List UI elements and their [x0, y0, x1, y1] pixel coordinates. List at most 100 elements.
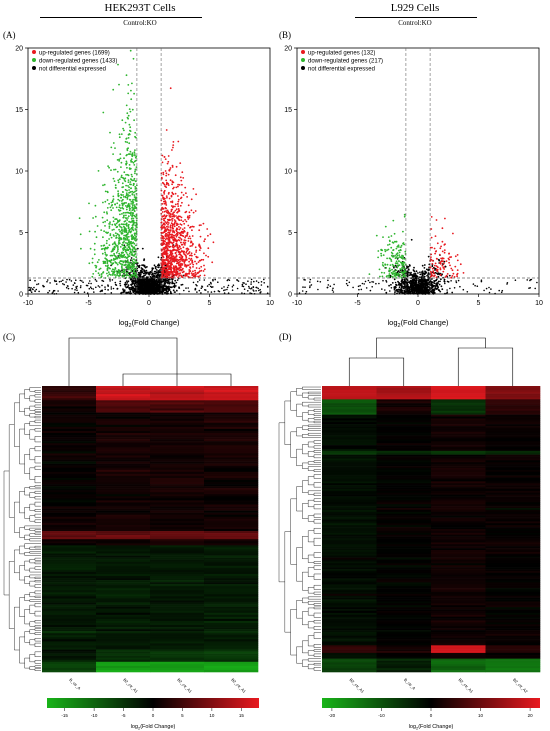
ns-point [200, 292, 202, 294]
dendrogram-branch [34, 456, 41, 464]
down-point [126, 153, 128, 156]
down-point [399, 246, 402, 249]
ns-point [150, 282, 153, 285]
up-point [165, 204, 168, 206]
down-point [106, 260, 109, 263]
ns-point [137, 288, 139, 291]
up-point [171, 252, 174, 255]
ns-point [371, 286, 373, 288]
up-point [162, 255, 164, 258]
down-point [391, 263, 394, 266]
ns-point [435, 279, 438, 282]
up-point [167, 226, 170, 228]
down-point [132, 57, 135, 60]
down-point [381, 275, 384, 278]
up-point [167, 222, 170, 224]
up-point [171, 208, 173, 211]
ns-point [46, 279, 49, 281]
up-point [452, 272, 455, 275]
up-point [172, 187, 174, 190]
ns-point [29, 288, 32, 290]
down-point [116, 272, 118, 274]
up-point [188, 235, 191, 238]
dendrogram-branch [34, 465, 41, 470]
down-point [125, 211, 128, 214]
down-point [88, 202, 90, 205]
ns-point [434, 267, 437, 270]
down-point [133, 262, 136, 265]
ns-point [154, 267, 157, 270]
ns-point [149, 275, 152, 278]
down-point [393, 270, 396, 273]
up-point [174, 220, 177, 223]
ns-point [372, 281, 375, 283]
ns-point [231, 286, 234, 288]
ns-point [72, 284, 75, 286]
down-point [126, 257, 128, 259]
down-point [127, 249, 130, 252]
up-point [169, 224, 172, 227]
up-point [170, 233, 173, 236]
ns-point [466, 291, 469, 293]
up-point [195, 256, 198, 259]
ns-point [134, 282, 137, 285]
ns-point [223, 292, 226, 294]
y-tick-label: 0 [288, 292, 292, 299]
down-point [131, 175, 134, 178]
up-point [165, 214, 168, 217]
dendrogram-branch [34, 529, 41, 532]
ns-point [413, 270, 416, 273]
ns-point [126, 292, 129, 294]
ns-point [210, 283, 212, 285]
down-point [402, 242, 405, 244]
up-point [165, 186, 168, 189]
up-point [171, 215, 174, 218]
ns-point [255, 286, 257, 289]
ns-point [388, 284, 390, 287]
up-point [193, 253, 196, 256]
down-point [121, 263, 123, 266]
ns-point [250, 283, 252, 285]
ns-point [152, 282, 155, 284]
ns-point [228, 279, 231, 281]
ns-point [132, 280, 135, 283]
ns-point [364, 280, 367, 283]
dendrogram-branch [29, 492, 35, 498]
up-point [203, 240, 206, 243]
ns-point [431, 285, 433, 288]
ns-point [62, 279, 64, 282]
down-point [123, 129, 125, 132]
up-point [161, 243, 164, 246]
up-point [181, 171, 184, 174]
panel-b-title: L929 Cells [390, 2, 440, 14]
ns-point [155, 279, 158, 282]
down-point [118, 239, 121, 242]
ns-point [424, 282, 426, 285]
ns-point [419, 280, 421, 283]
ns-point [433, 282, 436, 285]
up-point [198, 229, 201, 232]
x-tick-label: 10 [266, 300, 274, 307]
ns-point [47, 291, 49, 294]
down-point [390, 260, 393, 262]
down-point [128, 229, 131, 232]
up-point [165, 179, 168, 182]
ns-point [139, 274, 142, 277]
up-point [456, 259, 459, 262]
down-point [124, 121, 127, 124]
ns-point [427, 291, 429, 294]
down-point [114, 255, 116, 257]
up-point [168, 237, 171, 240]
down-point [123, 179, 126, 181]
down-point [99, 267, 102, 270]
ns-point [501, 289, 504, 292]
up-point [189, 263, 192, 265]
ns-point [431, 281, 434, 283]
down-point [122, 127, 124, 130]
down-point [126, 189, 128, 192]
up-point [187, 237, 190, 240]
up-point [433, 275, 435, 278]
ns-point [417, 284, 420, 287]
up-point [162, 276, 164, 278]
up-point [162, 217, 165, 220]
